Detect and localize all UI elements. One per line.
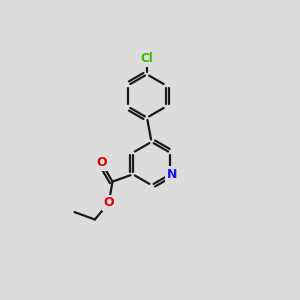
Text: O: O — [103, 196, 114, 209]
Text: N: N — [167, 168, 177, 181]
Text: Cl: Cl — [141, 52, 153, 65]
Text: O: O — [96, 157, 107, 169]
